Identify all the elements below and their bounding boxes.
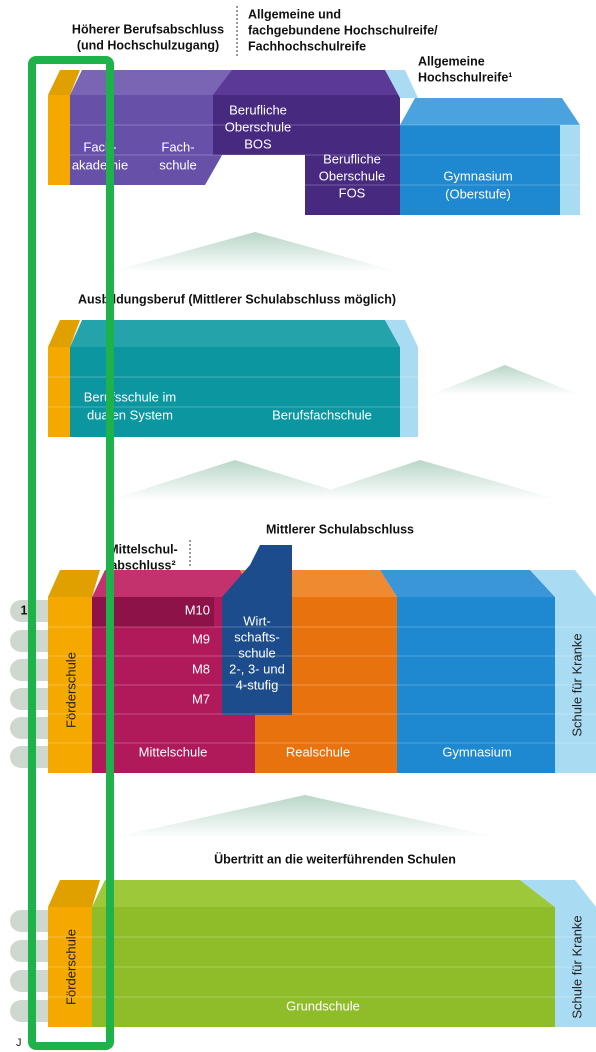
school-label: Berufsschule im [84,389,176,404]
school-label: schafts- [234,629,280,644]
school-label: Gymnasium [442,744,511,759]
heading: (und Hochschulzugang) [77,38,219,52]
school-label: (Oberstufe) [445,186,511,201]
block-grund-top [92,880,555,907]
heading: Höherer Berufsabschluss [72,22,224,36]
school-label: 4-stufig [236,677,279,692]
school-label: BOS [244,136,272,151]
heading: Mittlerer Schulabschluss [266,522,414,536]
grade-label: M8 [192,661,210,676]
school-label: Fach- [161,139,194,154]
school-label: Wirt- [243,613,270,628]
school-label: Oberschule [225,119,291,134]
school-label: dualen System [87,407,173,422]
school-label: Gymnasium [443,168,512,183]
heading: Allgemeine und [248,7,341,21]
school-label: Grundschule [286,998,360,1013]
grade-label: M10 [185,602,210,617]
heading: abschluss² [110,558,175,572]
school-label: Berufsfachschule [272,407,372,422]
school-label: Mittelschule [139,744,208,759]
grade-label: M9 [192,631,210,646]
arrow-mountain [300,460,560,500]
heading: Übertritt an die weiterführenden Schulen [214,851,456,866]
school-label: Berufliche [323,151,381,166]
block-gym-side [560,125,580,215]
arrow-mountain [110,232,400,272]
block-fach-top [70,70,240,95]
school-label: schule [238,645,276,660]
grade-number: 1 [21,603,28,617]
block-teal-top [70,320,400,347]
block-orange [48,347,70,437]
heading: Mittelschul- [108,542,177,556]
school-label: schule [159,157,197,172]
arrow-mountain [110,795,500,838]
heading: fachgebundene Hochschulreife/ [248,23,438,37]
school-label: 2-, 3- und [229,661,285,676]
school-label: FOS [339,185,366,200]
school-label: Berufliche [229,102,287,117]
school-label: Realschule [286,744,350,759]
school-label: akademie [72,157,128,172]
arrow-mountain [430,365,580,395]
heading: Hochschulreife¹ [418,70,512,84]
school-label: Schule für Kranke [569,915,584,1018]
school-label: Oberschule [319,168,385,183]
footer-label: J [16,1037,22,1049]
block-gym-top [400,98,580,125]
block-orange-top [48,880,100,907]
block-orange-top [48,570,100,597]
school-label: Förderschule [63,652,78,728]
heading: Allgemeine [418,54,485,68]
school-label: Schule für Kranke [569,633,584,736]
block-gym2-top [380,570,555,597]
block-bos-top [213,70,400,95]
school-label: Förderschule [63,929,78,1005]
heading: Fachhochschulreife [248,39,366,53]
school-system-diagram: Höherer Berufsabschluss (und Hochschulzu… [0,0,596,1052]
heading: Ausbildungsberuf (Mittlerer Schulabschlu… [78,292,396,306]
block-orange [48,95,70,185]
grade-label: M7 [192,691,210,706]
